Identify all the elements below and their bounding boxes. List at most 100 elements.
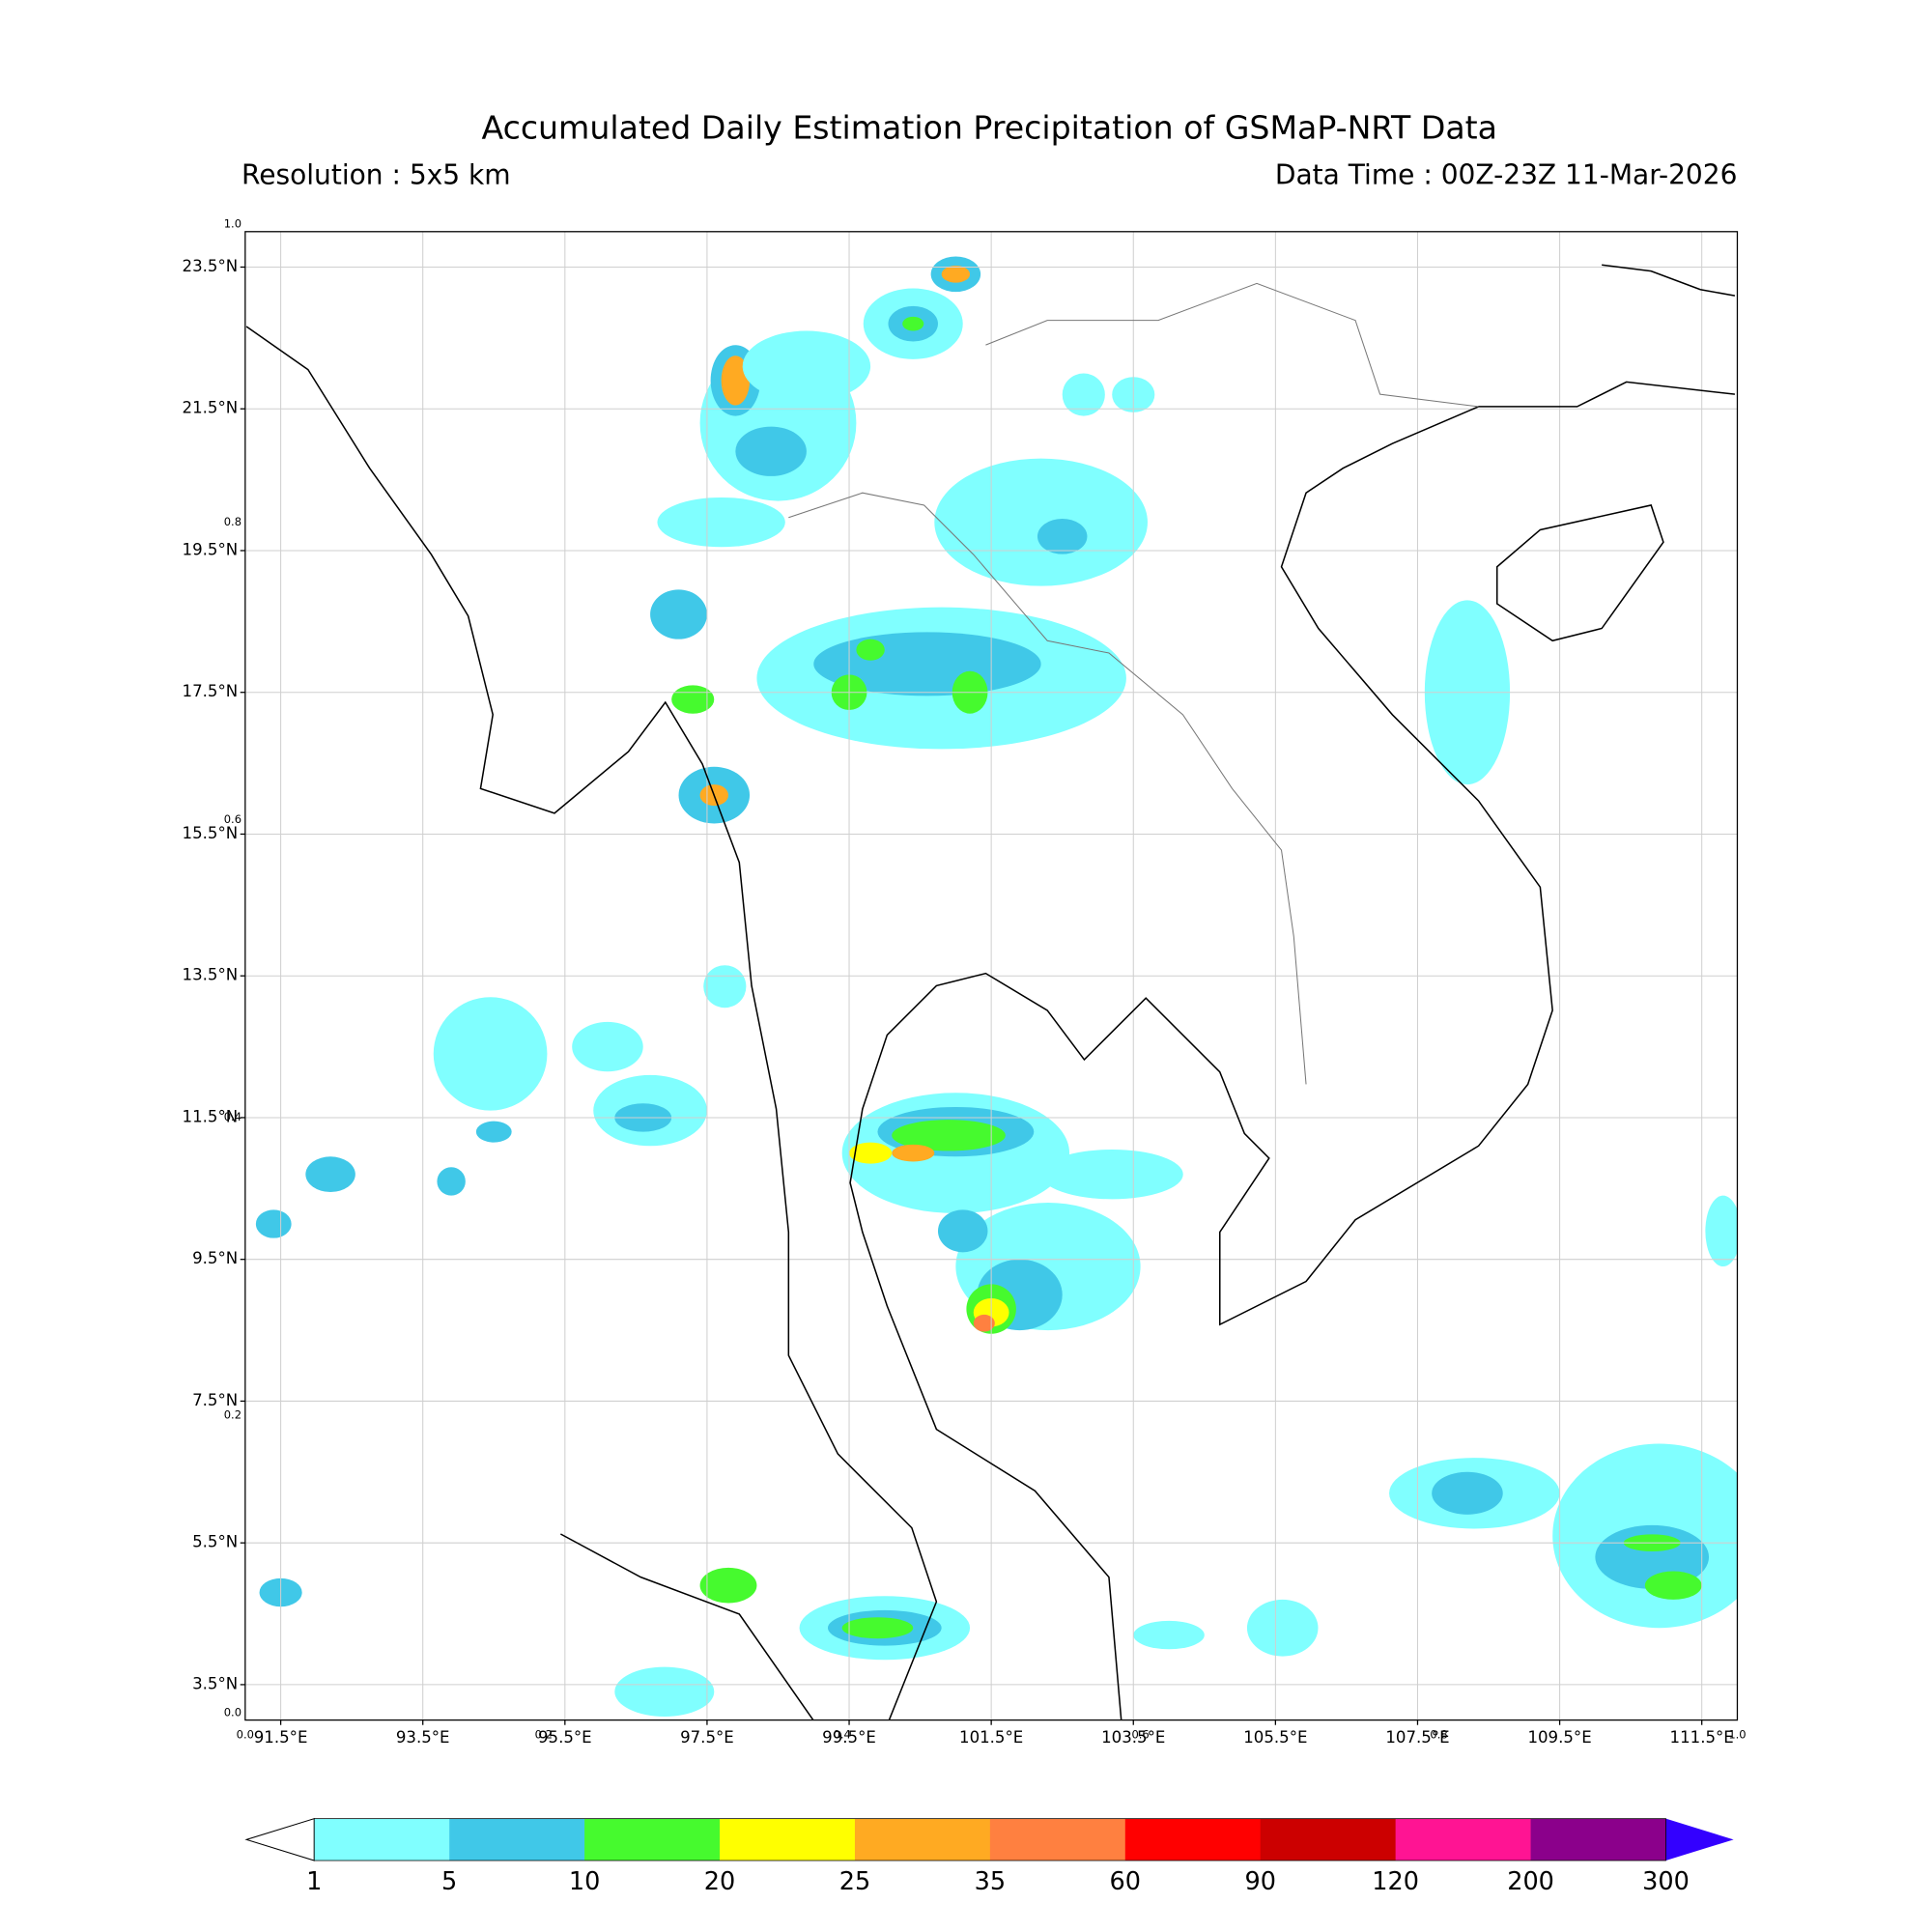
y2-tick-label: 0.0 (224, 1705, 242, 1719)
x2-tick-label: 1.0 (1728, 1727, 1746, 1741)
colorbar-label: 10 (569, 1867, 600, 1896)
x2-tick-label: 0.6 (1131, 1727, 1149, 1741)
x-tick-label: 103.5°E (1101, 1728, 1165, 1747)
precip-area (892, 1120, 1006, 1151)
precip-area (671, 685, 715, 714)
grid: 91.5°E 93.5°E 95.5°E 97.5°E 99.5°E 101.5°E 103… (183, 217, 1747, 1747)
plot-frame (244, 231, 1739, 1721)
colorbar-label: 20 (704, 1867, 735, 1896)
y2-tick-label: 1.0 (224, 217, 242, 231)
y-tick-label: 3.5°N (192, 1674, 238, 1692)
precip-area (1644, 1571, 1702, 1600)
y2-tick-label: 0.6 (224, 812, 242, 826)
precip-area (437, 1167, 466, 1196)
y2-tick-label: 0.2 (224, 1407, 242, 1421)
precip-area (305, 1156, 355, 1192)
colorbar-over (1665, 1818, 1734, 1861)
y2-tick-label: 0.4 (224, 1110, 242, 1123)
precip-area (1037, 518, 1088, 554)
x2-tick-label: 0.0 (237, 1727, 254, 1741)
colorbar-label: 1 (306, 1867, 322, 1896)
x-tick-label: 99.5°E (822, 1728, 876, 1747)
precip-area (941, 266, 971, 283)
precip-area (892, 1144, 935, 1162)
precip-area (841, 1617, 914, 1639)
colorbar-segment (720, 1818, 856, 1861)
precip-area (657, 497, 785, 548)
precip-area (1246, 1599, 1319, 1657)
x-tick-label: 109.5°E (1527, 1728, 1591, 1747)
precip-layer (255, 256, 1738, 1717)
precip-area (1432, 1471, 1503, 1515)
x-tick-label: 107.5°E (1385, 1728, 1449, 1747)
precip-area (475, 1121, 512, 1143)
colorbar: 1 5 10 20 25 35 60 90 120 200 300 (244, 1817, 1734, 1896)
precip-area (1705, 1195, 1738, 1267)
colorbar-segment (449, 1818, 585, 1861)
precip-area (1133, 1620, 1205, 1650)
precip-area (973, 1314, 995, 1332)
precip-area (1062, 373, 1105, 416)
island (1495, 504, 1664, 642)
colorbar-label: 35 (975, 1867, 1006, 1896)
x-tick-label: 111.5°E (1670, 1728, 1734, 1747)
x2-tick-label: 0.8 (1430, 1727, 1447, 1741)
coastline (559, 1533, 814, 1720)
colorbar-segment (1530, 1818, 1667, 1861)
precip-area (849, 1142, 893, 1164)
colorbar-segment (854, 1818, 991, 1861)
x-tick-label: 95.5°E (538, 1728, 592, 1747)
precip-area (856, 639, 885, 661)
y-tick-label: 15.5°N (183, 824, 239, 842)
colorbar-segment (1260, 1818, 1397, 1861)
x-tick-label: 105.5°E (1243, 1728, 1307, 1747)
colorbar-under (244, 1817, 315, 1861)
colorbar-label: 25 (839, 1867, 870, 1896)
y-tick-label: 21.5°N (183, 399, 239, 417)
y-tick-label: 9.5°N (192, 1249, 238, 1267)
y-tick-label: 19.5°N (183, 540, 239, 558)
coastline (1602, 264, 1736, 297)
precip-area (1040, 1149, 1183, 1200)
subtitle-left: Resolution : 5x5 km (242, 158, 511, 190)
y-tick-label: 17.5°N (183, 682, 239, 700)
precip-area (937, 1209, 988, 1253)
precip-area (703, 965, 747, 1009)
y-tick-label: 23.5°N (183, 257, 239, 275)
border (985, 282, 1479, 408)
y-tick-label: 11.5°N (183, 1107, 239, 1125)
precip-area (934, 458, 1148, 586)
colorbar-label: 120 (1372, 1867, 1419, 1896)
precip-area (721, 355, 751, 406)
colorbar-segment (1124, 1818, 1262, 1861)
subtitle-right: Data Time : 00Z-23Z 11-Mar-2026 (1275, 158, 1738, 190)
colorbar-label: 300 (1642, 1867, 1690, 1896)
colorbar-segment (314, 1818, 450, 1861)
x-tick-label: 93.5°E (396, 1728, 450, 1747)
colorbar-label: 200 (1507, 1867, 1554, 1896)
x-tick-label: 91.5°E (254, 1728, 308, 1747)
x-tick-label: 101.5°E (959, 1728, 1023, 1747)
precip-area (255, 1209, 292, 1238)
x-tick-label: 97.5°E (680, 1728, 734, 1747)
chart-title: Accumulated Daily Estimation Precipitati… (481, 108, 1496, 146)
precip-area (735, 426, 807, 476)
y-tick-label: 7.5°N (192, 1391, 238, 1409)
coastline (245, 326, 938, 1720)
y2-tick-label: 0.8 (224, 515, 242, 528)
coastline (849, 381, 1736, 1720)
precip-area (742, 330, 871, 402)
border (788, 492, 1307, 1085)
coastlines (245, 264, 1736, 1720)
colorbar-label: 5 (441, 1867, 457, 1896)
colorbar-label: 60 (1110, 1867, 1141, 1896)
x2-tick-label: 0.4 (834, 1727, 851, 1741)
precip-area (433, 997, 548, 1111)
precip-area (614, 1666, 715, 1717)
x2-tick-label: 0.2 (535, 1727, 553, 1741)
precip-area (699, 1567, 757, 1604)
colorbar-segment (584, 1818, 721, 1861)
colorbar-segment (989, 1818, 1126, 1861)
y-tick-label: 5.5°N (192, 1533, 238, 1551)
